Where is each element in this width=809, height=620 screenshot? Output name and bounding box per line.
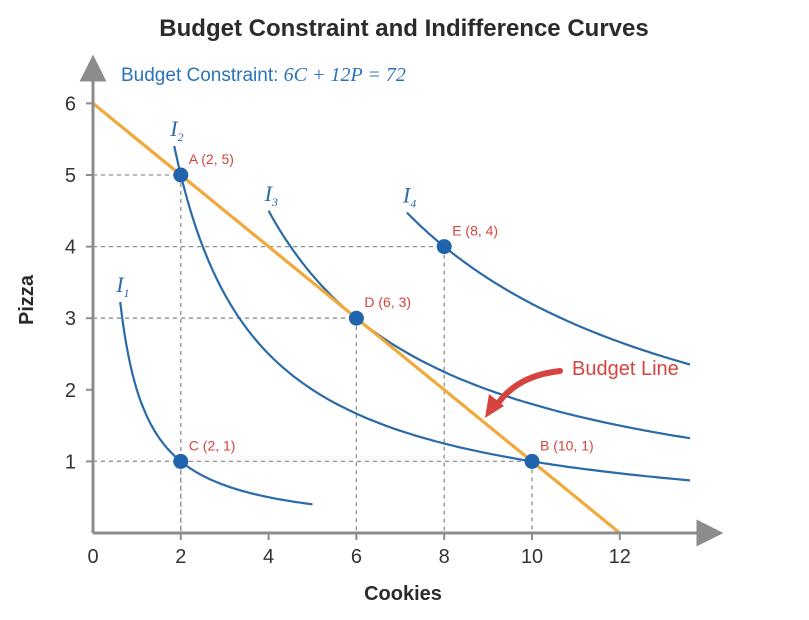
curve-label-letter: I bbox=[169, 116, 179, 141]
curve-label-subscript: 2 bbox=[178, 130, 184, 144]
point-label-0: A (2, 5) bbox=[189, 151, 234, 167]
point-marker-3 bbox=[348, 310, 364, 326]
point-label-3: D (6, 3) bbox=[364, 294, 411, 310]
point-label-4: E (8, 4) bbox=[452, 223, 498, 239]
points: A (2, 5) B (10, 1) C (2, 1) D (6, 3) E (8, 4… bbox=[173, 151, 594, 469]
curve-label-3: I3 bbox=[264, 181, 278, 209]
annotation-arrow bbox=[492, 368, 563, 411]
budget-line-annotation: Budget Line bbox=[485, 358, 679, 418]
indifference-curve-1 bbox=[119, 301, 313, 506]
point-label-1: B (10, 1) bbox=[540, 437, 594, 453]
subtitle-prefix: Budget Constraint: bbox=[121, 65, 284, 86]
chart-subtitle: Budget Constraint: 6C + 12P = 72 bbox=[121, 64, 406, 86]
annotation-text: Budget Line bbox=[572, 358, 679, 380]
subtitle-equation: 6C + 12P = 72 bbox=[284, 64, 406, 86]
curve-label-2: I2 bbox=[169, 116, 183, 144]
curve-label-letter: I bbox=[264, 181, 274, 206]
x-tick-label-0: 0 bbox=[87, 546, 98, 568]
point-marker-0 bbox=[173, 167, 189, 183]
x-ticks: 0 2 4 6 8 10 12 bbox=[87, 533, 631, 568]
y-tick-label-1: 1 bbox=[65, 451, 76, 473]
curve-label-letter: I bbox=[402, 183, 412, 208]
indifference-curve-4 bbox=[406, 211, 691, 366]
y-tick-label-6: 6 bbox=[65, 93, 76, 115]
y-tick-label-5: 5 bbox=[65, 165, 76, 187]
x-axis-label: Cookies bbox=[364, 583, 442, 605]
y-tick-label-2: 2 bbox=[65, 380, 76, 402]
curve-label-subscript: 3 bbox=[271, 195, 278, 209]
curve-label-subscript: 1 bbox=[124, 286, 130, 300]
curve-label-subscript: 4 bbox=[410, 197, 416, 211]
y-tick-label-3: 3 bbox=[65, 308, 76, 330]
y-ticks: 1 2 3 4 5 6 bbox=[65, 93, 93, 473]
x-tick-label-8: 8 bbox=[439, 546, 450, 568]
guide-lines bbox=[93, 174, 533, 533]
x-tick-label-2: 2 bbox=[175, 546, 186, 568]
point-marker-2 bbox=[173, 453, 189, 469]
x-tick-label-10: 10 bbox=[521, 546, 543, 568]
curve-label-1: I1 bbox=[115, 272, 129, 300]
indifference-curve-3 bbox=[267, 210, 691, 440]
point-marker-1 bbox=[524, 453, 540, 469]
x-tick-label-4: 4 bbox=[263, 546, 274, 568]
x-tick-label-6: 6 bbox=[351, 546, 362, 568]
y-axis-label: Pizza bbox=[16, 274, 38, 325]
point-label-2: C (2, 1) bbox=[189, 437, 236, 453]
y-tick-label-4: 4 bbox=[65, 237, 76, 259]
curve-label-letter: I bbox=[115, 272, 125, 297]
annotation-arrowhead bbox=[485, 394, 504, 418]
indifference-curve-2 bbox=[173, 145, 691, 482]
curve-label-4: I4 bbox=[402, 183, 416, 211]
point-marker-4 bbox=[436, 239, 452, 255]
chart-title: Budget Constraint and Indifference Curve… bbox=[159, 15, 648, 42]
x-tick-label-12: 12 bbox=[609, 546, 631, 568]
